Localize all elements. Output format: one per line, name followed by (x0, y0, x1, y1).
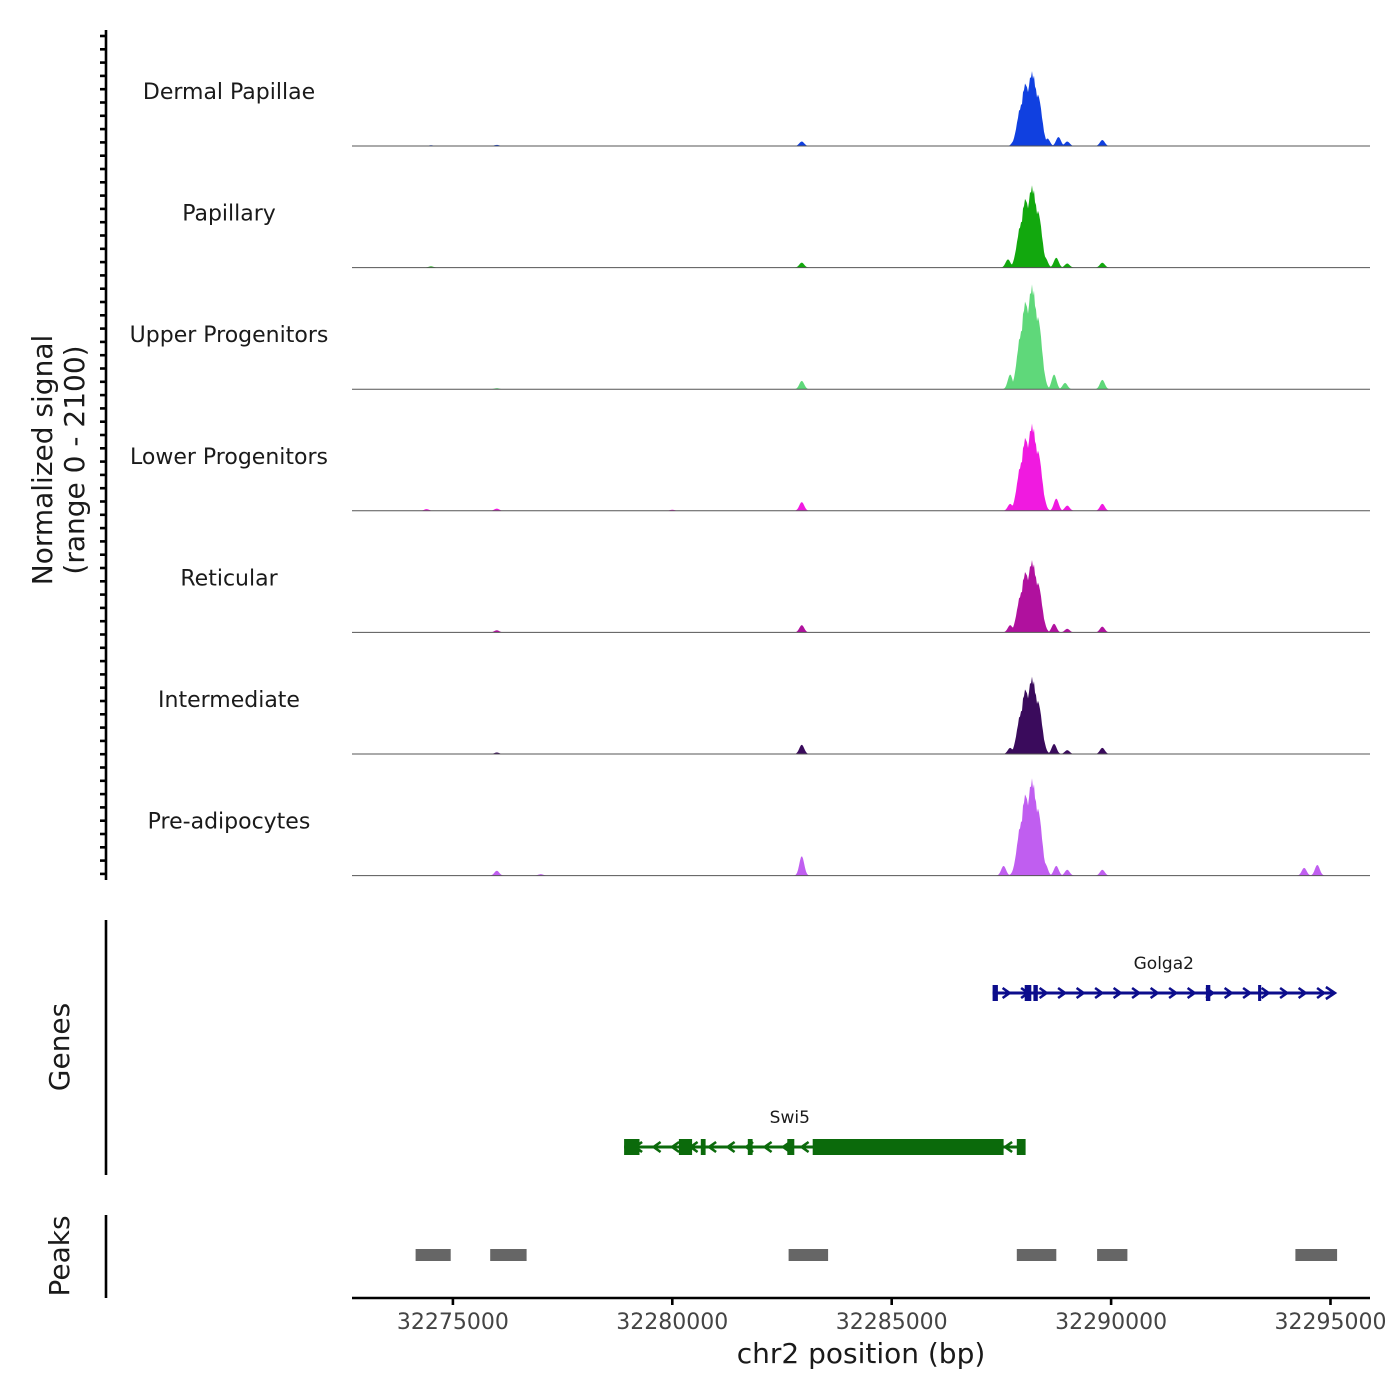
gene-exon (812, 1139, 1004, 1155)
strand-arrow (1260, 986, 1271, 1000)
peaks-track-title: Peaks (43, 1215, 76, 1296)
x-tick-label: 32285000 (836, 1310, 948, 1335)
x-tick-label: 32275000 (397, 1310, 509, 1335)
peak-region (1295, 1249, 1338, 1261)
track-label: Lower Progenitors (130, 445, 328, 470)
strand-arrow (1149, 986, 1160, 1000)
coverage-track: Pre-adipocytes (148, 778, 1370, 877)
gene-exon (1205, 985, 1211, 1001)
gene-label: Golga2 (1134, 954, 1194, 974)
x-axis-ticks: 32275000 32280000 32285000 32290000 32295000 (397, 1298, 1387, 1335)
strand-arrow (1001, 986, 1012, 1000)
track-label: Intermediate (158, 688, 300, 713)
track-label: Dermal Papillae (143, 80, 315, 105)
strand-arrow (762, 1140, 773, 1154)
coverage-track: Dermal Papillae (143, 71, 1370, 147)
y-axis-range-label: (range 0 - 2100) (58, 345, 91, 574)
coverage-area (352, 71, 1370, 146)
strand-arrow (1316, 986, 1327, 1000)
y-axis-title: Normalized signal (26, 335, 59, 586)
coverage-area (352, 185, 1370, 268)
strand-arrow (1279, 986, 1290, 1000)
coverage-track: Upper Progenitors (130, 284, 1370, 390)
gene-exon (678, 1139, 693, 1155)
x-tick-label: 32280000 (616, 1310, 728, 1335)
strand-arrow (1168, 986, 1179, 1000)
coverage-track: Papillary (182, 185, 1370, 269)
gene-model: Golga2 (992, 954, 1338, 1001)
coverage-area (352, 676, 1370, 754)
coverage-y-ticks (100, 34, 106, 876)
gene-model: Swi5 (624, 1108, 1026, 1155)
gene-exon (624, 1139, 640, 1155)
strand-arrow (1297, 986, 1308, 1000)
gene-exon (1024, 985, 1032, 1001)
strand-arrow (1094, 986, 1105, 1000)
gene-exon (787, 1139, 795, 1155)
coverage-area (352, 560, 1370, 633)
gene-exon (1033, 985, 1038, 1001)
strand-arrow (725, 1140, 736, 1154)
peak-region (415, 1249, 451, 1261)
strand-arrow (1242, 986, 1253, 1000)
strand-arrow (1057, 986, 1068, 1000)
peak-regions (415, 1249, 1338, 1261)
peak-region (788, 1249, 829, 1261)
strand-arrow (1112, 986, 1123, 1000)
strand-arrow (1223, 986, 1234, 1000)
coverage-area (352, 423, 1370, 511)
coverage-area (352, 778, 1370, 876)
peak-region (490, 1249, 527, 1261)
peak-region (1016, 1249, 1057, 1261)
track-label: Reticular (180, 566, 278, 591)
strand-arrow (706, 1140, 717, 1154)
peak-region (1097, 1249, 1128, 1261)
gene-exon (992, 985, 998, 1001)
strand-arrow (1038, 986, 1049, 1000)
strand-arrow (1002, 1140, 1013, 1154)
strand-arrow (669, 1140, 680, 1154)
strand-arrow (799, 1140, 810, 1154)
strand-arrow (651, 1140, 662, 1154)
strand-arrow (1186, 986, 1197, 1000)
coverage-track: Intermediate (158, 676, 1370, 755)
gene-exon (1258, 985, 1262, 1001)
coverage-tracks: Dermal Papillae Papillary Upper Progenitor… (130, 71, 1370, 877)
strand-arrow (1131, 986, 1142, 1000)
gene-annotations: Golga2 Swi5 (624, 954, 1338, 1155)
strand-arrow (1075, 986, 1086, 1000)
track-label: Pre-adipocytes (148, 810, 311, 835)
gene-exon (747, 1139, 753, 1155)
coverage-track: Reticular (180, 560, 1370, 633)
genes-track-title: Genes (43, 1003, 76, 1091)
gene-exon (1016, 1139, 1026, 1155)
track-label: Upper Progenitors (130, 323, 329, 348)
strand-arrow (1325, 985, 1338, 1001)
x-axis-title: chr2 position (bp) (737, 1337, 986, 1370)
x-tick-label: 32295000 (1275, 1310, 1387, 1335)
coverage-area (352, 284, 1370, 390)
x-tick-label: 32290000 (1055, 1310, 1167, 1335)
gene-label: Swi5 (770, 1108, 810, 1128)
gene-exon (700, 1139, 706, 1155)
track-label: Papillary (182, 202, 276, 227)
coverage-track: Lower Progenitors (130, 423, 1370, 512)
